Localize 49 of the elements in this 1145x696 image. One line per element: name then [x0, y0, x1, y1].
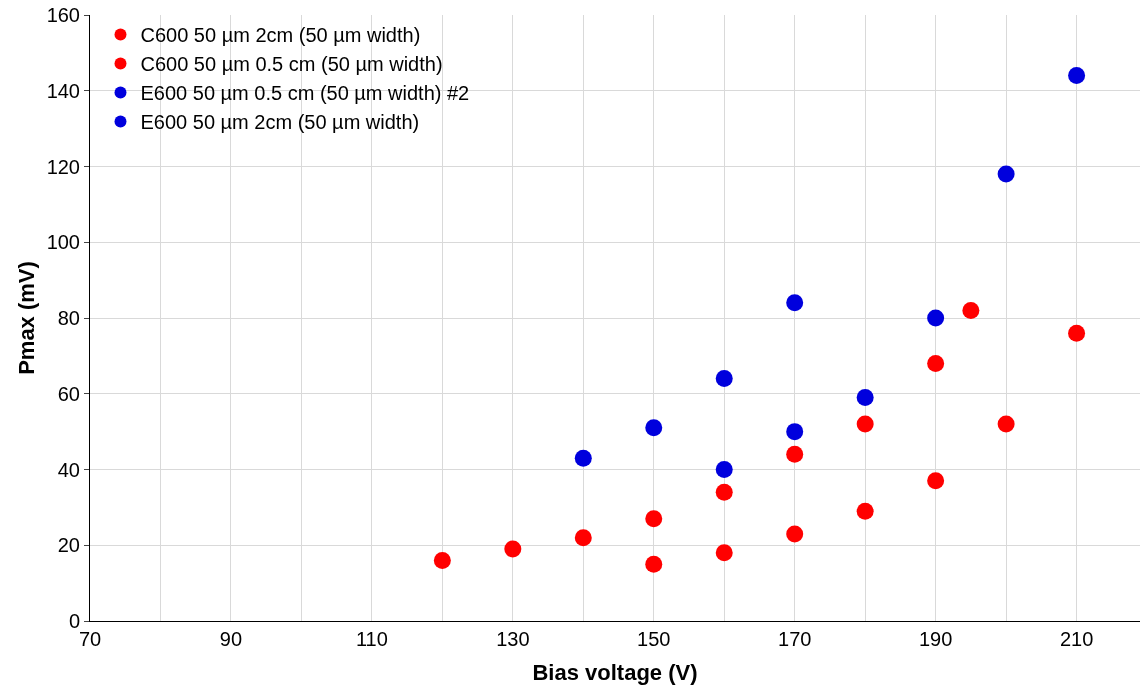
point — [927, 472, 945, 490]
x-tick-label: 110 — [355, 628, 388, 650]
point — [715, 461, 733, 478]
point — [997, 165, 1015, 183]
legend-label: C600 50 µm 2cm (50 µm width) — [140, 24, 421, 47]
point — [1068, 67, 1086, 85]
y-tick-label: 160 — [46, 4, 80, 26]
legend-label: C600 50 µm 0.5 cm (50 µm width) — [140, 53, 443, 76]
point — [715, 544, 733, 562]
point — [856, 502, 874, 520]
x-tick-label: 170 — [778, 628, 812, 650]
y-tick-label: 0 — [68, 610, 80, 632]
y-tick-label: 140 — [46, 79, 80, 102]
point — [786, 445, 804, 463]
point — [645, 510, 663, 528]
x-axis-title: Bias voltage (V) — [532, 659, 698, 685]
y-tick-label: 60 — [57, 382, 80, 405]
point — [645, 555, 663, 573]
y-tick-label: 40 — [57, 458, 80, 481]
legend-label: E600 50 µm 2cm (50 µm width) — [140, 111, 420, 134]
point — [927, 354, 945, 372]
y-tick-label: 120 — [46, 155, 80, 178]
point — [574, 449, 592, 467]
y-axis-title: Pmax (mV) — [14, 261, 40, 375]
x-tick-label: 210 — [1059, 628, 1094, 650]
point — [927, 309, 945, 327]
x-tick-label: 150 — [637, 628, 671, 650]
x-tick-label: 130 — [496, 628, 530, 650]
point — [433, 551, 451, 569]
point — [786, 525, 804, 543]
point — [645, 419, 663, 437]
point — [786, 294, 804, 312]
point — [786, 423, 804, 441]
y-tick-label: 100 — [46, 231, 80, 254]
x-tick-label: 190 — [918, 628, 953, 650]
point — [715, 370, 733, 388]
point — [1068, 324, 1086, 342]
point — [856, 389, 874, 407]
legend-label: E600 50 µm 0.5 cm (50 µm width) #2 — [140, 82, 470, 105]
x-tick-label: 70 — [78, 628, 102, 650]
y-tick-label: 20 — [57, 534, 80, 557]
point — [574, 529, 592, 547]
point — [997, 415, 1015, 433]
x-tick-label: 90 — [219, 628, 243, 650]
y-tick-label: 80 — [57, 307, 80, 329]
point — [715, 483, 733, 501]
point — [856, 415, 874, 433]
point — [962, 301, 980, 319]
point — [504, 540, 522, 558]
